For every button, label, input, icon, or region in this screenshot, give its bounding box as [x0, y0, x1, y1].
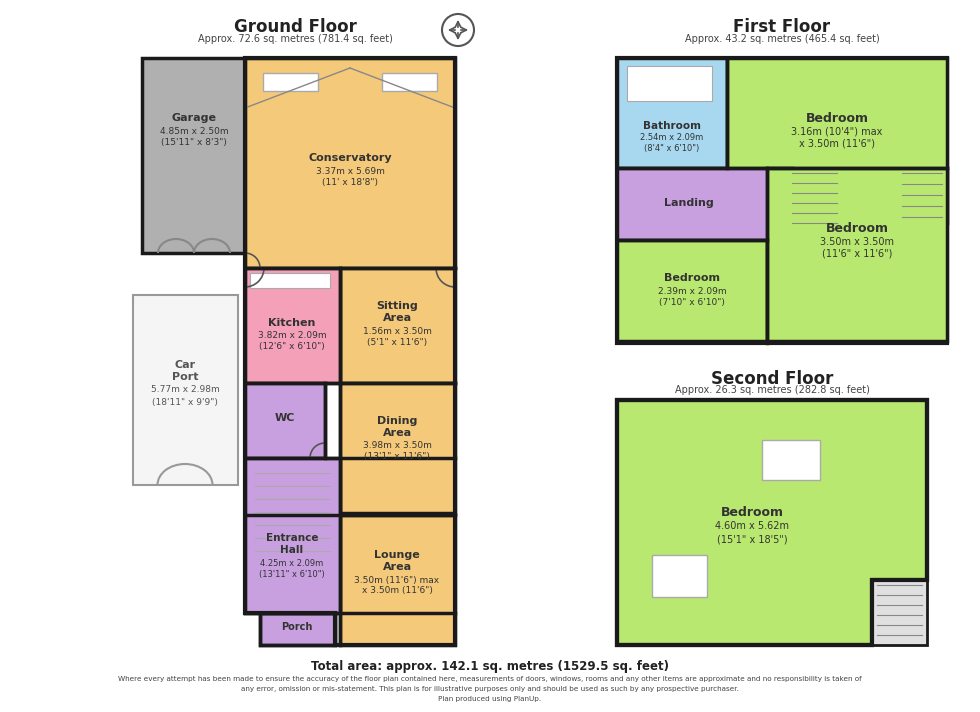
- Text: Bedroom: Bedroom: [720, 506, 783, 518]
- Text: 5.77m x 2.98m: 5.77m x 2.98m: [151, 385, 220, 394]
- Text: First Floor: First Floor: [733, 18, 831, 36]
- Text: Porch: Porch: [281, 622, 313, 632]
- Text: 3.82m x 2.09m: 3.82m x 2.09m: [258, 330, 326, 340]
- Bar: [142, 58, 247, 253]
- Text: Second Floor: Second Floor: [710, 370, 833, 388]
- Bar: [250, 273, 330, 288]
- Text: Area: Area: [382, 313, 412, 323]
- Text: 3.98m x 3.50m: 3.98m x 3.50m: [363, 441, 431, 451]
- Bar: [340, 515, 455, 645]
- Text: Plan produced using PlanUp.: Plan produced using PlanUp.: [438, 696, 542, 702]
- Text: x 3.50m (11'6"): x 3.50m (11'6"): [799, 139, 875, 149]
- Bar: [245, 58, 455, 268]
- Text: 3.50m x 3.50m: 3.50m x 3.50m: [820, 237, 894, 247]
- Text: Hall: Hall: [280, 545, 304, 555]
- Bar: [727, 58, 947, 223]
- Text: (18'11" x 9'9"): (18'11" x 9'9"): [152, 397, 218, 407]
- Text: 3.37m x 5.69m: 3.37m x 5.69m: [316, 167, 384, 175]
- Text: Bedroom: Bedroom: [806, 112, 868, 125]
- Text: Port: Port: [172, 372, 198, 382]
- Bar: [652, 555, 707, 597]
- Bar: [617, 168, 792, 240]
- Text: Conservatory: Conservatory: [308, 153, 392, 163]
- Bar: [627, 66, 712, 101]
- Text: Area: Area: [382, 428, 412, 438]
- Text: Garage: Garage: [172, 113, 217, 123]
- Text: Approx. 72.6 sq. metres (781.4 sq. feet): Approx. 72.6 sq. metres (781.4 sq. feet): [198, 34, 392, 44]
- Text: (7'10" x 6'10"): (7'10" x 6'10"): [660, 298, 725, 306]
- Text: Approx. 43.2 sq. metres (465.4 sq. feet): Approx. 43.2 sq. metres (465.4 sq. feet): [685, 34, 879, 44]
- Bar: [617, 58, 727, 168]
- Text: Dining: Dining: [377, 416, 417, 426]
- Bar: [340, 268, 455, 383]
- Text: (15'1" x 18'5"): (15'1" x 18'5"): [716, 535, 787, 545]
- Text: (5'1" x 11'6"): (5'1" x 11'6"): [367, 337, 427, 347]
- Bar: [382, 73, 437, 91]
- Polygon shape: [617, 400, 927, 645]
- Text: (15'11" x 8'3"): (15'11" x 8'3"): [161, 137, 227, 147]
- Text: Bedroom: Bedroom: [664, 273, 720, 283]
- Text: Lounge: Lounge: [374, 550, 419, 560]
- Text: Ground Floor: Ground Floor: [233, 18, 357, 36]
- Text: any error, omission or mis-statement. This plan is for illustrative purposes onl: any error, omission or mis-statement. Th…: [241, 686, 739, 692]
- Text: (11'6" x 11'6"): (11'6" x 11'6"): [822, 249, 892, 259]
- Bar: [245, 383, 325, 458]
- Bar: [133, 295, 238, 485]
- Text: Entrance: Entrance: [266, 533, 319, 543]
- Bar: [245, 458, 340, 613]
- Text: Car: Car: [174, 360, 196, 370]
- Text: Bedroom: Bedroom: [825, 221, 889, 234]
- Text: (12'6" x 6'10"): (12'6" x 6'10"): [259, 342, 325, 350]
- Bar: [263, 73, 318, 91]
- Text: WC: WC: [274, 413, 295, 423]
- Text: 4.60m x 5.62m: 4.60m x 5.62m: [715, 521, 789, 531]
- Text: Total area: approx. 142.1 sq. metres (1529.5 sq. feet): Total area: approx. 142.1 sq. metres (15…: [311, 660, 669, 673]
- Polygon shape: [872, 580, 927, 645]
- Text: 4.85m x 2.50m: 4.85m x 2.50m: [160, 127, 228, 135]
- Text: (11' x 18'8"): (11' x 18'8"): [322, 177, 378, 187]
- Bar: [245, 268, 340, 383]
- Bar: [260, 613, 335, 645]
- Text: Where every attempt has been made to ensure the accuracy of the floor plan conta: Where every attempt has been made to ens…: [119, 676, 861, 682]
- Text: Sitting: Sitting: [376, 301, 417, 311]
- Text: 3.16m (10'4") max: 3.16m (10'4") max: [791, 127, 883, 137]
- Text: 4.25m x 2.09m: 4.25m x 2.09m: [261, 558, 323, 567]
- Text: (13'1" x 11'6"): (13'1" x 11'6"): [364, 453, 430, 461]
- Text: 3.50m (11'6") max: 3.50m (11'6") max: [355, 575, 440, 585]
- Text: (8'4" x 6'10"): (8'4" x 6'10"): [645, 145, 700, 154]
- Bar: [617, 240, 767, 341]
- Bar: [762, 440, 820, 480]
- Text: Kitchen: Kitchen: [269, 318, 316, 328]
- Text: Area: Area: [382, 562, 412, 572]
- Text: Landing: Landing: [664, 198, 713, 208]
- Text: 1.56m x 3.50m: 1.56m x 3.50m: [363, 327, 431, 335]
- Text: Bathroom: Bathroom: [643, 121, 701, 131]
- Text: 2.39m x 2.09m: 2.39m x 2.09m: [658, 286, 726, 295]
- Text: (13'11" x 6'10"): (13'11" x 6'10"): [259, 570, 325, 578]
- Bar: [767, 168, 947, 341]
- Text: Approx. 26.3 sq. metres (282.8 sq. feet): Approx. 26.3 sq. metres (282.8 sq. feet): [674, 385, 869, 395]
- Bar: [340, 383, 455, 513]
- Bar: [617, 58, 947, 343]
- Text: x 3.50m (11'6"): x 3.50m (11'6"): [362, 587, 432, 595]
- Text: 2.54m x 2.09m: 2.54m x 2.09m: [640, 134, 704, 142]
